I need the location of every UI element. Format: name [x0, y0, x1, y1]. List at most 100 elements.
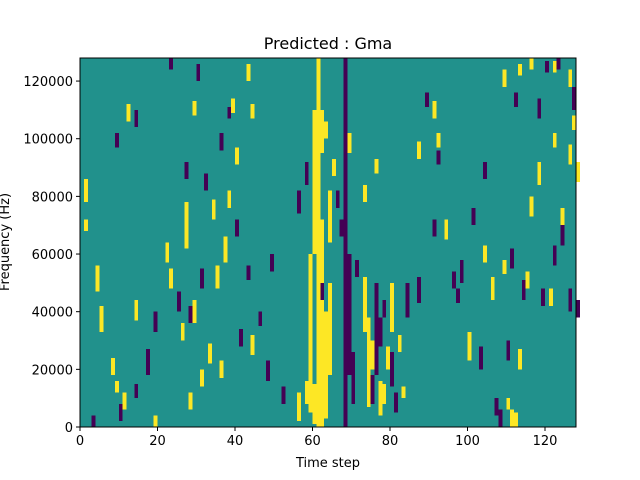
heatmap-cell-low	[343, 58, 348, 427]
heatmap-cell-low	[390, 352, 394, 387]
heatmap-cell-low	[572, 86, 576, 110]
heatmap-cell-high	[328, 282, 332, 376]
heatmap-cell-high	[188, 392, 193, 410]
heatmap-cell-low	[347, 254, 352, 376]
y-axis: 0 20000 40000 60000 80000 100000 120000	[23, 75, 80, 436]
y-tick-label: 100000	[23, 133, 73, 148]
heatmap-cell-high	[122, 392, 127, 410]
heatmap-cell-low	[266, 360, 270, 381]
heatmap-cell-low	[235, 219, 239, 237]
heatmap-cell-high	[83, 179, 88, 203]
heatmap-cell-high	[114, 380, 119, 393]
heatmap-cell-low	[258, 311, 263, 327]
heatmap-cell-high	[126, 104, 131, 122]
x-axis: 0 20 40 60 80 100 120	[76, 427, 557, 449]
heatmap-cell-low	[281, 386, 286, 404]
heatmap-cell-low	[552, 245, 557, 266]
heatmap-cell-low	[452, 271, 456, 289]
heatmap-cell-high	[134, 300, 139, 321]
heatmap-cell-low	[455, 288, 460, 304]
x-tick-label: 60	[304, 434, 321, 449]
heatmap-cell-high	[215, 265, 220, 289]
heatmap-cell-low	[320, 282, 325, 301]
heatmap-cell-high	[235, 147, 239, 165]
heatmap-cell-low	[498, 409, 503, 427]
heatmap-cell-high	[370, 340, 375, 370]
heatmap-cell-low	[378, 317, 383, 347]
heatmap-cell-high	[444, 219, 449, 240]
x-tick-label: 0	[76, 434, 84, 449]
heatmap-cell-low	[560, 225, 565, 246]
heatmap-cell-low	[351, 352, 356, 404]
heatmap-cell-high	[312, 383, 317, 425]
heatmap-cell-high	[192, 101, 197, 116]
heatmap-cell-high	[378, 380, 383, 416]
heatmap-cell-high	[576, 161, 580, 182]
heatmap-cell-low	[219, 132, 224, 151]
heatmap-cell-low	[204, 173, 208, 191]
heatmap-cell-low	[382, 300, 387, 318]
heatmap-cell-high	[390, 282, 394, 332]
heatmap-cell-high	[324, 121, 328, 139]
y-tick-label: 60000	[32, 248, 73, 263]
heatmap-cell-high	[517, 349, 522, 370]
heatmap-cell-high	[560, 207, 565, 229]
heatmap-cell-high	[165, 242, 170, 263]
heatmap-cell-low	[424, 92, 429, 108]
heatmap-cell-high	[517, 63, 522, 76]
heatmap-cell-low	[355, 259, 359, 278]
heatmap-cell-high	[219, 360, 224, 378]
heatmap-cell-low	[506, 340, 511, 361]
heatmap-cell-low	[370, 375, 375, 404]
heatmap-cell-low	[374, 282, 379, 376]
heatmap-cell-high	[502, 259, 507, 275]
heatmap-cell-high	[510, 409, 514, 427]
heatmap-cell-low	[188, 305, 193, 324]
heatmap-cell-low	[339, 219, 344, 237]
heatmap-cell-low	[196, 63, 201, 82]
heatmap-cell-high	[548, 288, 553, 306]
heatmap-cell-low	[153, 311, 158, 332]
heatmap-cell-high	[246, 63, 251, 82]
heatmap-cell-low	[134, 383, 139, 399]
heatmap-cell-low	[184, 161, 189, 180]
heatmap-cell-high	[401, 386, 406, 399]
heatmap-cell-low	[494, 398, 499, 416]
heatmap-cell-high	[514, 412, 518, 427]
heatmap-cell-high	[382, 383, 387, 404]
heatmap-cell-high	[502, 69, 507, 87]
heatmap-cell-high	[211, 199, 216, 220]
heatmap-cell-high	[525, 271, 530, 289]
heatmap-cell-low	[459, 259, 464, 283]
heatmap-cell-high	[207, 343, 212, 364]
heatmap-cell-low	[514, 92, 518, 108]
heatmap-cell-high	[304, 380, 309, 404]
heatmap-cell-low	[417, 277, 421, 304]
heatmap-cell-low	[568, 288, 573, 312]
heatmap-cell-low	[393, 392, 398, 413]
heatmap-cell-low	[134, 109, 139, 128]
heatmap-cell-low	[169, 58, 173, 70]
heatmap-cell-high	[111, 357, 115, 376]
heatmap-cell-low	[479, 346, 483, 370]
heatmap-cell-high	[529, 196, 534, 217]
heatmap-cell-high	[308, 254, 313, 413]
heatmap-cell-high	[223, 236, 228, 263]
heatmap-cell-high	[297, 392, 301, 422]
heatmap-cell-low	[335, 190, 340, 208]
heatmap-cell-low	[246, 265, 251, 280]
heatmap-cell-high	[200, 369, 204, 387]
heatmap-cell-low	[238, 328, 243, 347]
heatmap-cell-low	[471, 207, 476, 226]
y-tick-label: 20000	[32, 363, 73, 378]
heatmap-cell-high	[180, 323, 185, 341]
heatmap-cell-high	[362, 184, 367, 203]
heatmap-cell-high	[467, 331, 472, 361]
heatmap-cell-high	[316, 58, 321, 427]
heatmap-cell-high	[397, 334, 402, 353]
heatmap-cell-high	[374, 158, 379, 174]
heatmap-cell-low	[304, 161, 309, 185]
heatmap-cell-high	[436, 132, 441, 148]
heatmap-cell-low	[269, 254, 274, 272]
